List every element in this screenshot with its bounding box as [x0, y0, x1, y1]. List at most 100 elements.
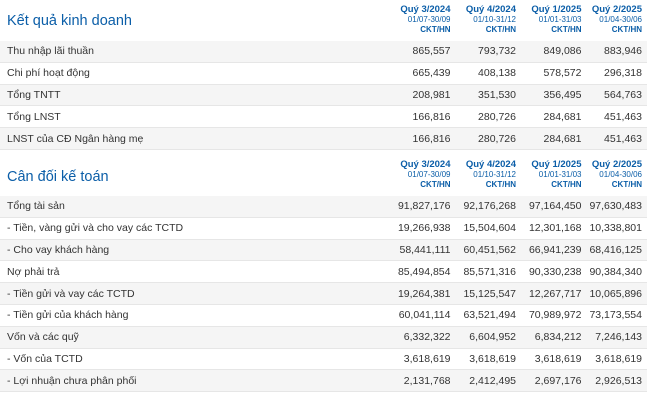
row-value: 12,301,168	[528, 222, 582, 235]
period-header: Quý 2/2025 01/04-30/06 CKT/HN	[582, 159, 647, 190]
row-value: 97,630,483	[589, 200, 642, 213]
table-row: Vốn và các quỹ 6,332,322 6,604,952 6,834…	[0, 326, 647, 349]
period-header: Quý 4/2024 01/10-31/12 CKT/HN	[451, 4, 516, 35]
row-value: 280,726	[478, 132, 516, 145]
row-value: 90,330,238	[528, 265, 582, 278]
table-row: - Tiền gửi và vay các TCTD 19,264,381 15…	[0, 283, 647, 305]
row-value: 2,412,495	[469, 374, 516, 387]
period-quarter: Quý 3/2024	[400, 4, 451, 15]
row-value: 19,266,938	[397, 222, 451, 235]
period-unit: CKT/HN	[551, 179, 582, 189]
row-value: 3,618,619	[469, 352, 516, 365]
row-value: 85,494,854	[397, 265, 451, 278]
period-quarter: Quý 2/2025	[591, 158, 642, 170]
period-range: 01/07-30/09	[407, 169, 451, 179]
period-unit: CKT/HN	[611, 25, 642, 34]
table-row: Thu nhập lãi thuần 865,557 793,732 849,0…	[0, 41, 647, 63]
period-range: 01/01-31/03	[538, 15, 582, 24]
row-value: 865,557	[412, 45, 451, 58]
row-value: 90,384,340	[589, 265, 642, 278]
balance-sheet-title: Cân đối kế toán	[7, 168, 109, 185]
period-header: Quý 4/2024 01/10-31/12 CKT/HN	[451, 158, 516, 190]
row-value: 6,834,212	[534, 331, 582, 344]
row-value: 7,246,143	[595, 331, 642, 344]
row-value: 6,604,952	[469, 331, 516, 344]
row-value: 166,816	[412, 110, 451, 123]
row-value: 3,618,619	[403, 352, 451, 365]
balance-sheet-header: Cân đối kế toán Quý 3/2024 01/07-30/09 C…	[0, 150, 647, 196]
period-header: Quý 1/2025 01/01-31/03 CKT/HN	[516, 159, 582, 190]
table-row: Tổng tài sản 91,827,176 92,176,268 97,16…	[0, 195, 647, 218]
row-label: Tổng LNST	[7, 110, 61, 123]
balance-sheet-section: Cân đối kế toán Quý 3/2024 01/07-30/09 C…	[0, 150, 647, 393]
period-range: 01/10-31/12	[473, 15, 516, 24]
row-value: 284,681	[543, 132, 582, 145]
period-range: 01/04-30/06	[599, 169, 642, 179]
row-value: 10,065,896	[589, 287, 642, 300]
row-label: Thu nhập lãi thuần	[7, 45, 94, 58]
row-value: 793,732	[478, 45, 516, 58]
table-row: - Lợi nhuận chưa phân phối 2,131,768 2,4…	[0, 370, 647, 393]
row-value: 665,439	[412, 67, 451, 80]
row-value: 351,530	[478, 88, 516, 101]
row-value: 166,816	[412, 132, 451, 145]
row-label: - Cho vay khách hàng	[7, 243, 110, 256]
period-unit: CKT/HN	[485, 25, 516, 34]
period-range: 01/04-30/06	[599, 15, 642, 24]
table-row: - Tiền gửi của khách hàng 60,041,114 63,…	[0, 305, 647, 327]
row-value: 91,827,176	[397, 200, 451, 213]
row-value: 15,125,547	[463, 287, 516, 300]
table-row: - Vốn của TCTD 3,618,619 3,618,619 3,618…	[0, 349, 647, 371]
row-value: 66,941,239	[528, 243, 582, 256]
period-quarter: Quý 1/2025	[531, 4, 582, 15]
table-row: - Tiền, vàng gửi và cho vay các TCTD 19,…	[0, 218, 647, 240]
row-label: - Lợi nhuận chưa phân phối	[7, 374, 137, 387]
row-label: - Tiền gửi của khách hàng	[7, 309, 129, 322]
row-value: 451,463	[604, 132, 642, 145]
period-unit: CKT/HN	[551, 25, 582, 34]
period-quarter: Quý 2/2025	[591, 4, 642, 15]
row-value: 883,946	[604, 45, 642, 58]
row-value: 849,086	[543, 45, 582, 58]
row-value: 12,267,717	[528, 287, 582, 300]
row-value: 60,451,562	[463, 243, 516, 256]
row-label: Chi phí hoạt động	[7, 67, 90, 80]
table-row: Tổng TNTT 208,981 351,530 356,495 564,76…	[0, 84, 647, 107]
period-quarter: Quý 3/2024	[400, 158, 451, 170]
income-statement-header: Kết quả kinh doanh Quý 3/2024 01/07-30/0…	[0, 0, 647, 41]
row-value: 19,264,381	[397, 287, 451, 300]
period-range: 01/10-31/12	[473, 169, 516, 179]
row-value: 15,504,604	[463, 222, 516, 235]
row-value: 3,618,619	[534, 352, 582, 365]
row-value: 451,463	[604, 110, 642, 123]
row-label: Vốn và các quỹ	[7, 331, 79, 344]
row-value: 208,981	[412, 88, 451, 101]
row-label: Tổng TNTT	[7, 88, 61, 101]
period-unit: CKT/HN	[485, 179, 516, 189]
row-value: 356,495	[543, 88, 582, 101]
period-range: 01/01-31/03	[538, 169, 582, 179]
row-value: 58,441,111	[399, 243, 451, 256]
row-value: 408,138	[478, 67, 516, 80]
row-label: Tổng tài sản	[7, 200, 65, 213]
row-value: 296,318	[604, 67, 642, 80]
period-quarter: Quý 4/2024	[465, 158, 516, 170]
table-row: - Cho vay khách hàng 58,441,111 60,451,5…	[0, 239, 647, 262]
period-header: Quý 1/2025 01/01-31/03 CKT/HN	[516, 4, 582, 35]
row-value: 6,332,322	[403, 331, 451, 344]
row-value: 97,164,450	[528, 200, 582, 213]
row-value: 284,681	[543, 110, 582, 123]
row-label: - Tiền gửi và vay các TCTD	[7, 287, 135, 300]
period-range: 01/07-30/09	[407, 15, 451, 24]
table-row: LNST của CĐ Ngân hàng mẹ 166,816 280,726…	[0, 128, 647, 150]
row-label: - Vốn của TCTD	[7, 352, 83, 365]
row-value: 2,697,176	[534, 374, 582, 387]
income-statement-section: Kết quả kinh doanh Quý 3/2024 01/07-30/0…	[0, 0, 647, 150]
table-row: Tổng LNST 166,816 280,726 284,681 451,46…	[0, 106, 647, 129]
row-value: 70,989,972	[528, 309, 582, 322]
row-value: 60,041,114	[398, 309, 451, 322]
period-quarter: Quý 4/2024	[465, 4, 516, 15]
period-unit: CKT/HN	[420, 25, 451, 34]
table-row: Chi phí hoạt động 665,439 408,138 578,57…	[0, 63, 647, 85]
row-value: 2,131,768	[403, 374, 451, 387]
